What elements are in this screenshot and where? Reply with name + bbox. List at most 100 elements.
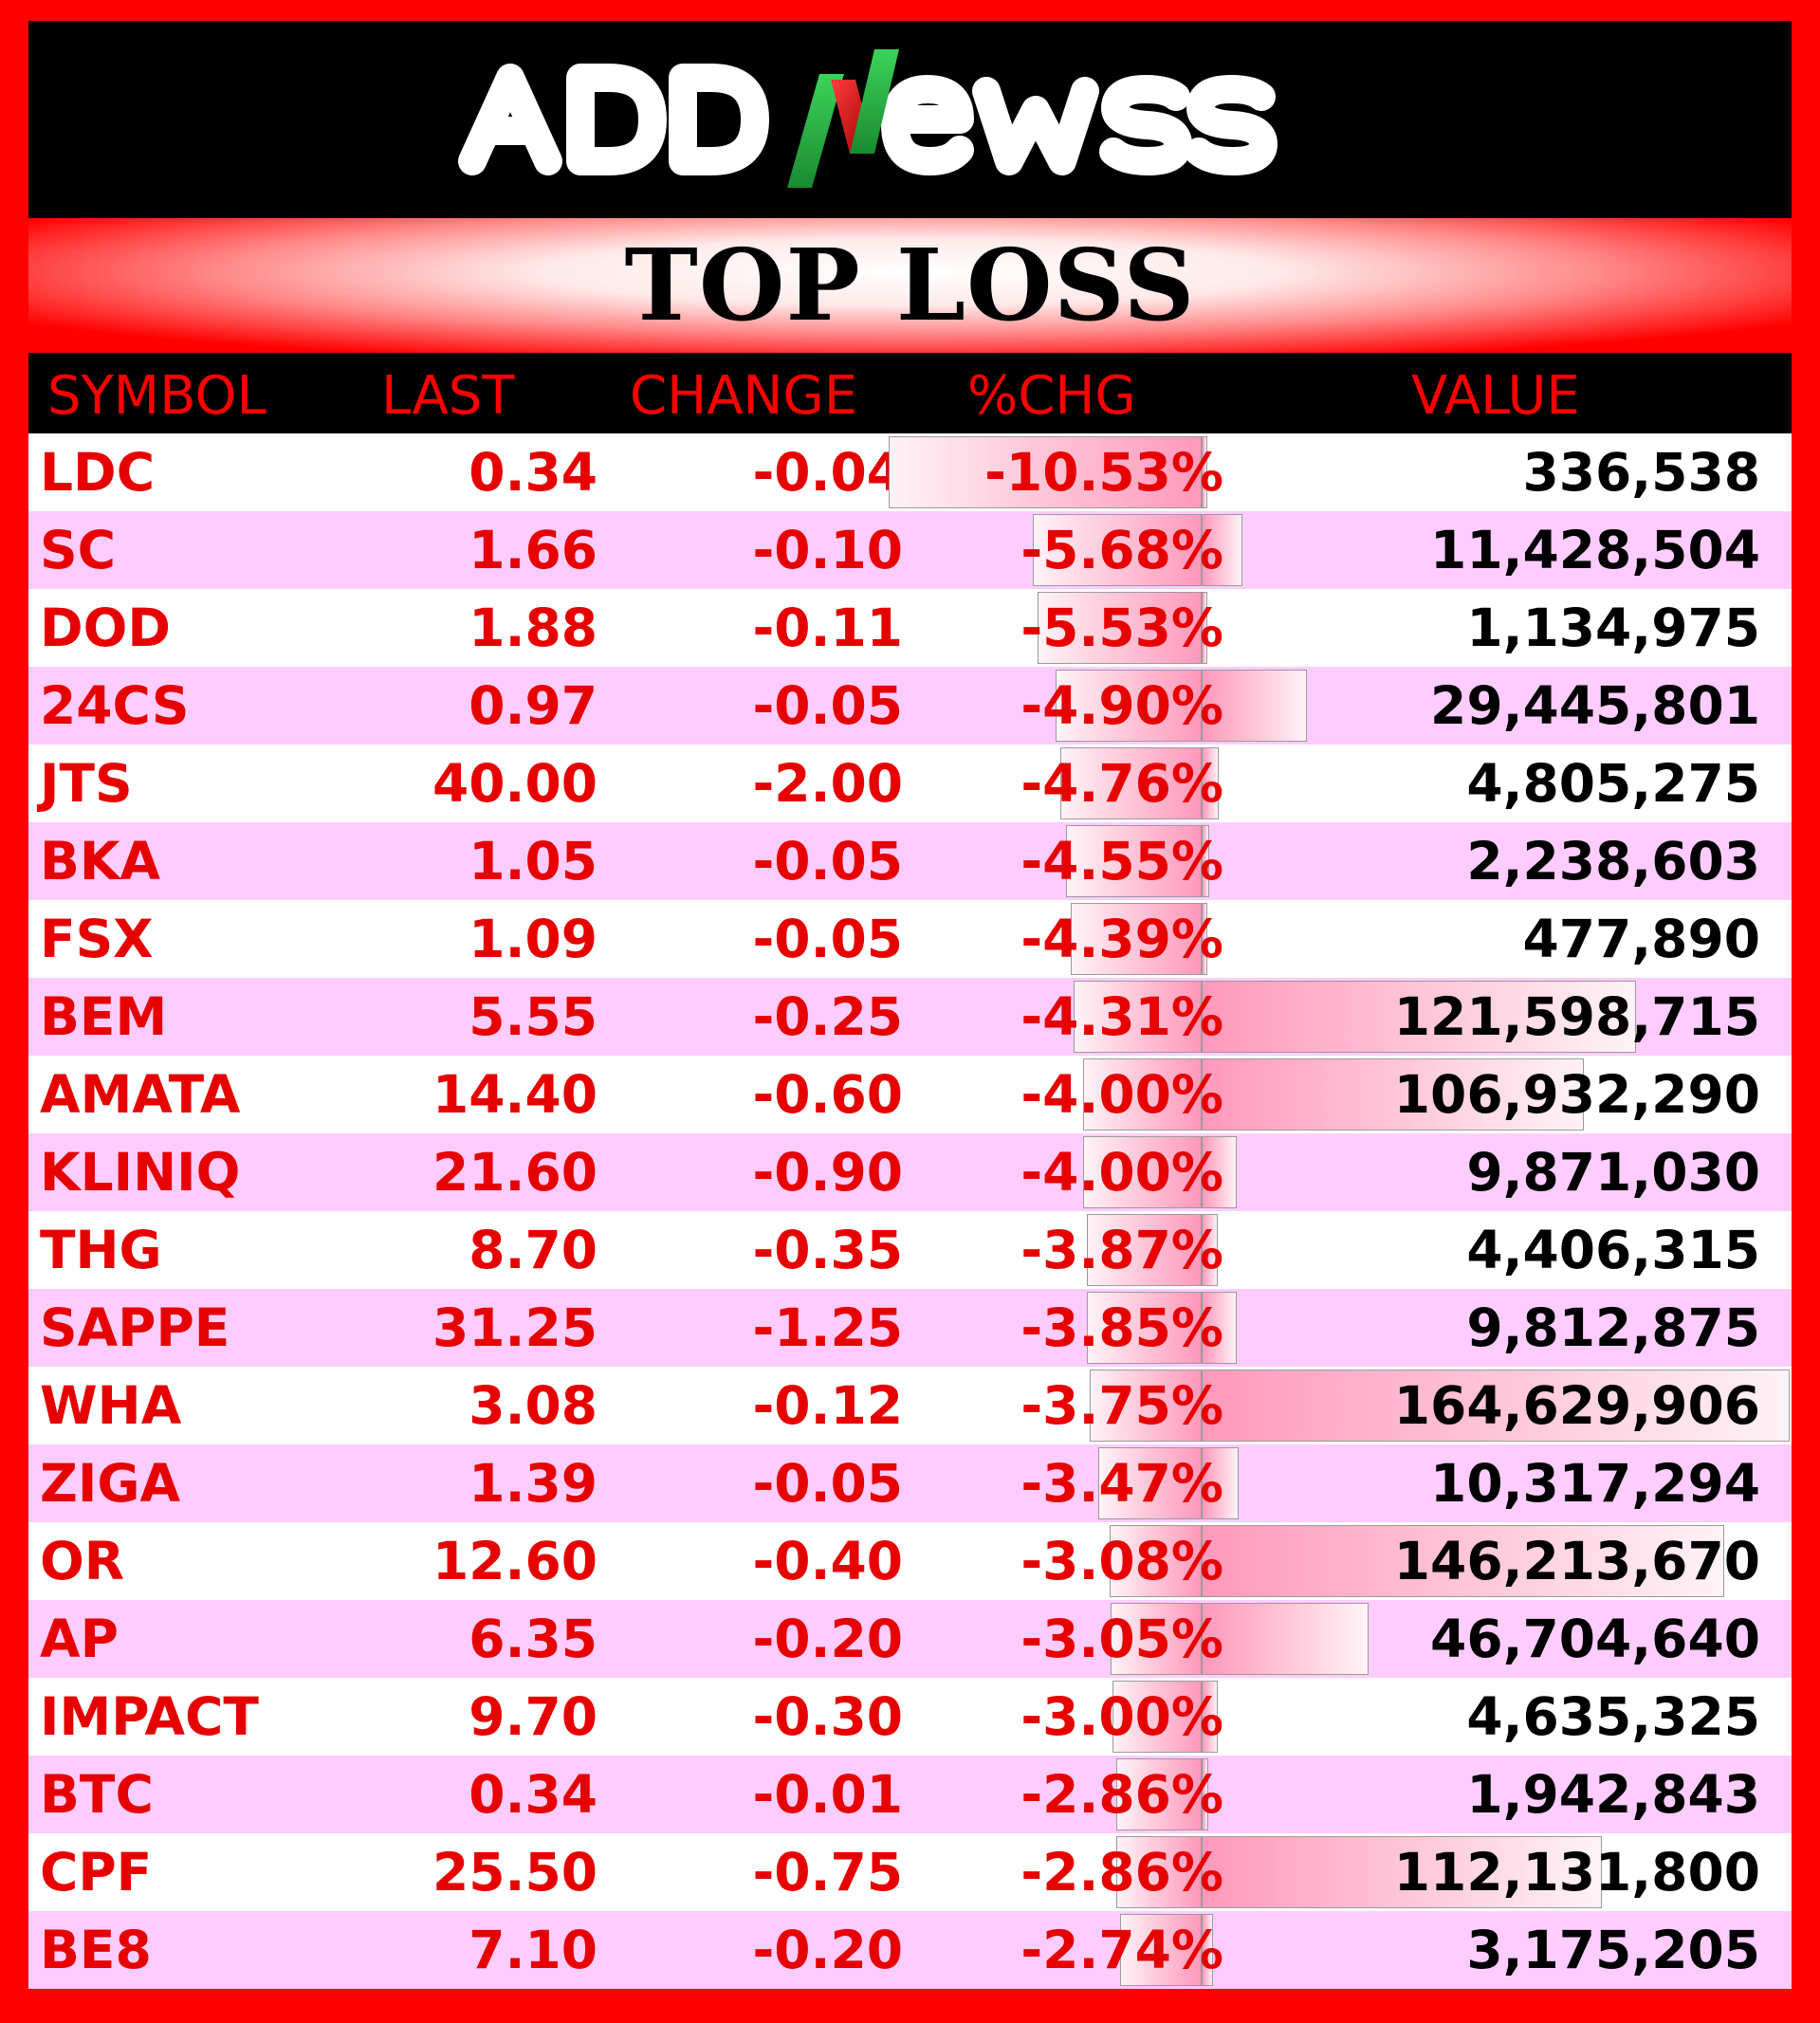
pct-change-bar: [1071, 903, 1202, 975]
last-cell: 40.00: [432, 753, 597, 814]
table-row: BKA 1.05 -0.05 -4.55% 2,238,603: [28, 822, 1792, 900]
col-symbol-header: SYMBOL: [47, 365, 267, 427]
change-cell: -0.20: [752, 1920, 903, 1980]
pct-change-bar: [1112, 1681, 1202, 1753]
last-cell: 9.70: [469, 1686, 597, 1747]
value-cell: 4,406,315: [1466, 1220, 1760, 1280]
value-bar: [1202, 1758, 1209, 1830]
symbol-cell: SC: [40, 520, 116, 580]
last-cell: 8.70: [469, 1220, 597, 1280]
pct-change-cell: -3.00%: [1020, 1686, 1223, 1747]
pct-change-cell: -4.00%: [1020, 1064, 1223, 1125]
change-cell: -0.05: [752, 831, 903, 892]
value-cell: 112,131,800: [1393, 1842, 1760, 1903]
pct-change-bar: [1110, 1525, 1202, 1597]
table-row: THG 8.70 -0.35 -3.87% 4,406,315: [28, 1211, 1792, 1289]
symbol-cell: DOD: [40, 598, 172, 658]
pct-change-cell: -4.00%: [1020, 1142, 1223, 1203]
change-cell: -2.00: [752, 753, 903, 814]
last-cell: 14.40: [432, 1064, 597, 1125]
table-row: BEM 5.55 -0.25 -4.31% 121,598,715: [28, 978, 1792, 1056]
table-row: LDC 0.34 -0.04 -10.53% 336,538: [28, 433, 1792, 511]
table-row: AP 6.35 -0.20 -3.05% 46,704,640: [28, 1600, 1792, 1678]
symbol-cell: 24CS: [40, 675, 190, 736]
pct-change-bar: [1082, 1136, 1202, 1208]
title-band: TOP LOSS: [28, 218, 1792, 353]
change-cell: -0.05: [752, 1453, 903, 1514]
table-row: WHA 3.08 -0.12 -3.75% 164,629,906: [28, 1367, 1792, 1444]
symbol-cell: KLINIQ: [40, 1142, 241, 1203]
last-cell: 1.09: [469, 909, 597, 969]
last-cell: 1.39: [469, 1453, 597, 1514]
change-cell: -0.05: [752, 675, 903, 736]
col-change-header: CHANGE: [630, 365, 858, 427]
value-bar: [1202, 825, 1210, 897]
pct-change-cell: -4.39%: [1020, 909, 1223, 969]
table-header: SYMBOL LAST CHANGE %CHG VALUE: [28, 353, 1792, 433]
symbol-cell: BTC: [40, 1764, 154, 1825]
table-row: BTC 0.34 -0.01 -2.86% 1,942,843: [28, 1756, 1792, 1833]
table-row: ZIGA 1.39 -0.05 -3.47% 10,317,294: [28, 1444, 1792, 1522]
change-cell: -0.40: [752, 1531, 903, 1591]
pct-change-bar: [1116, 1758, 1202, 1830]
value-bar: [1202, 1370, 1790, 1442]
value-cell: 3,175,205: [1466, 1920, 1760, 1980]
value-cell: 9,871,030: [1466, 1142, 1760, 1203]
pct-change-cell: -3.05%: [1020, 1609, 1223, 1669]
pct-change-cell: -5.53%: [1020, 598, 1223, 658]
symbol-cell: OR: [40, 1531, 125, 1591]
value-cell: 29,445,801: [1430, 675, 1760, 736]
pct-change-cell: -4.55%: [1020, 831, 1223, 892]
value-cell: 121,598,715: [1393, 986, 1760, 1047]
pct-change-bar: [1116, 1836, 1202, 1908]
symbol-cell: AMATA: [40, 1064, 241, 1125]
change-cell: -1.25: [752, 1297, 903, 1358]
symbol-cell: WHA: [40, 1375, 182, 1436]
value-bar: [1202, 1292, 1237, 1364]
value-cell: 11,428,504: [1430, 520, 1760, 580]
table-body: LDC 0.34 -0.04 -10.53% 336,538 SC 1.66 -0.10 -5.…: [28, 433, 1792, 1991]
value-bar: [1202, 670, 1307, 742]
page-title: TOP LOSS: [624, 227, 1196, 343]
symbol-cell: SAPPE: [40, 1297, 230, 1358]
value-bar: [1202, 1136, 1238, 1208]
last-cell: 0.34: [469, 1764, 597, 1825]
pct-change-cell: -2.86%: [1020, 1764, 1223, 1825]
symbol-cell: LDC: [40, 442, 156, 503]
value-cell: 164,629,906: [1393, 1375, 1760, 1436]
value-cell: 4,635,325: [1466, 1686, 1760, 1747]
pct-change-cell: -3.87%: [1020, 1220, 1223, 1280]
last-cell: 1.05: [469, 831, 597, 892]
table-row: OR 12.60 -0.40 -3.08% 146,213,670: [28, 1522, 1792, 1600]
last-cell: 31.25: [432, 1297, 597, 1358]
change-cell: -0.30: [752, 1686, 903, 1747]
value-cell: 106,932,290: [1393, 1064, 1760, 1125]
col-value-header: VALUE: [1411, 365, 1580, 427]
symbol-cell: ZIGA: [40, 1453, 181, 1514]
pct-change-cell: -3.85%: [1020, 1297, 1223, 1358]
change-cell: -0.04: [752, 442, 903, 503]
value-bar: [1202, 1214, 1218, 1286]
value-cell: 46,704,640: [1430, 1609, 1760, 1669]
value-bar: [1202, 981, 1636, 1053]
table-row: BE8 7.10 -0.20 -2.74% 3,175,205: [28, 1911, 1792, 1989]
table-row: 24CS 0.97 -0.05 -4.90% 29,445,801: [28, 667, 1792, 745]
pct-change-bar: [1120, 1914, 1202, 1986]
pct-change-bar: [1111, 1603, 1202, 1675]
pct-change-cell: -3.08%: [1020, 1531, 1223, 1591]
pct-change-bar: [1032, 514, 1202, 586]
pct-change-cell: -3.47%: [1020, 1453, 1223, 1514]
symbol-cell: BKA: [40, 831, 161, 892]
col-last-header: LAST: [381, 365, 515, 427]
change-cell: -0.05: [752, 909, 903, 969]
pct-change-cell: -3.75%: [1020, 1375, 1223, 1436]
value-cell: 477,890: [1522, 909, 1760, 969]
pct-change-bar: [1090, 1370, 1202, 1442]
value-cell: 10,317,294: [1430, 1453, 1760, 1514]
value-cell: 336,538: [1522, 442, 1760, 503]
pct-change-bar: [1073, 981, 1202, 1053]
table-row: SC 1.66 -0.10 -5.68% 11,428,504: [28, 511, 1792, 589]
table-row: DOD 1.88 -0.11 -5.53% 1,134,975: [28, 589, 1792, 667]
col-pctchg-header: %CHG: [967, 365, 1136, 427]
pct-change-bar: [1056, 670, 1202, 742]
